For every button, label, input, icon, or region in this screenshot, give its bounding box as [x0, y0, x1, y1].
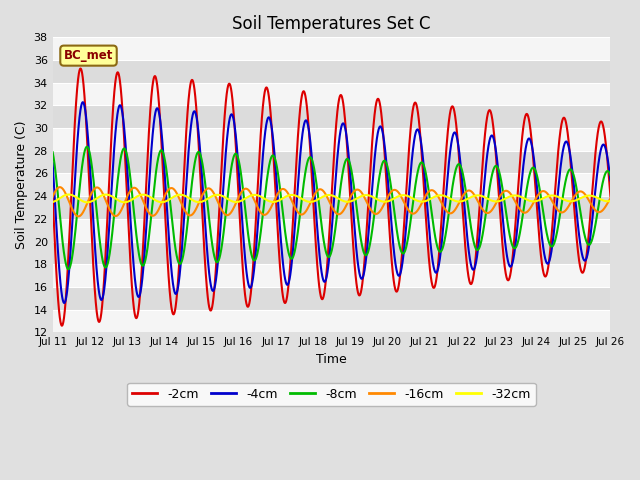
-8cm	[607, 172, 614, 178]
X-axis label: Time: Time	[316, 353, 347, 366]
Text: BC_met: BC_met	[64, 49, 113, 62]
-8cm	[396, 245, 404, 251]
Bar	[52, 83, 611, 106]
-8cm	[168, 222, 176, 228]
Bar	[52, 37, 611, 60]
-8cm	[49, 149, 56, 155]
-4cm	[205, 266, 212, 272]
-32cm	[554, 194, 561, 200]
Bar	[52, 287, 611, 310]
-16cm	[387, 190, 394, 196]
Y-axis label: Soil Temperature (C): Soil Temperature (C)	[15, 120, 28, 249]
-2cm	[607, 193, 614, 199]
-4cm	[168, 277, 176, 283]
-4cm	[607, 178, 614, 183]
-16cm	[49, 194, 56, 200]
-8cm	[387, 178, 394, 184]
-2cm	[205, 301, 212, 307]
-2cm	[58, 323, 66, 329]
-16cm	[396, 192, 404, 197]
Line: -8cm: -8cm	[52, 147, 611, 269]
Bar	[52, 60, 611, 83]
Line: -2cm: -2cm	[52, 69, 611, 326]
-8cm	[554, 226, 561, 231]
-4cm	[60, 300, 68, 306]
Bar	[52, 151, 611, 173]
-8cm	[83, 144, 91, 150]
-16cm	[74, 214, 82, 219]
-16cm	[205, 185, 212, 191]
Title: Soil Temperatures Set C: Soil Temperatures Set C	[232, 15, 431, 33]
-8cm	[205, 213, 212, 218]
Bar	[52, 310, 611, 332]
-2cm	[607, 192, 614, 197]
-16cm	[168, 185, 176, 191]
Bar	[52, 241, 611, 264]
-32cm	[65, 192, 72, 197]
Bar	[52, 173, 611, 196]
-2cm	[387, 239, 394, 244]
Legend: -2cm, -4cm, -8cm, -16cm, -32cm: -2cm, -4cm, -8cm, -16cm, -32cm	[127, 383, 536, 406]
Bar	[52, 264, 611, 287]
-4cm	[79, 99, 87, 105]
Line: -32cm: -32cm	[52, 194, 611, 203]
-16cm	[607, 195, 614, 201]
-32cm	[387, 198, 394, 204]
-32cm	[607, 198, 614, 204]
Bar	[52, 219, 611, 241]
-4cm	[49, 160, 56, 166]
Bar	[52, 128, 611, 151]
-8cm	[65, 266, 72, 272]
-2cm	[77, 66, 84, 72]
-2cm	[396, 274, 404, 279]
Line: -4cm: -4cm	[52, 102, 611, 303]
-2cm	[49, 193, 56, 199]
-4cm	[396, 272, 404, 277]
-2cm	[168, 310, 176, 315]
-4cm	[607, 176, 614, 182]
Bar	[52, 106, 611, 128]
-32cm	[607, 198, 614, 204]
-32cm	[84, 200, 92, 205]
-8cm	[607, 172, 614, 178]
-2cm	[554, 154, 561, 159]
Line: -16cm: -16cm	[52, 187, 611, 216]
-32cm	[205, 195, 212, 201]
-16cm	[554, 207, 561, 213]
-32cm	[396, 193, 404, 199]
-16cm	[607, 196, 614, 202]
-32cm	[49, 199, 56, 205]
Bar	[52, 196, 611, 219]
-16cm	[56, 184, 63, 190]
-32cm	[168, 195, 176, 201]
-4cm	[387, 206, 394, 212]
-4cm	[554, 191, 561, 197]
